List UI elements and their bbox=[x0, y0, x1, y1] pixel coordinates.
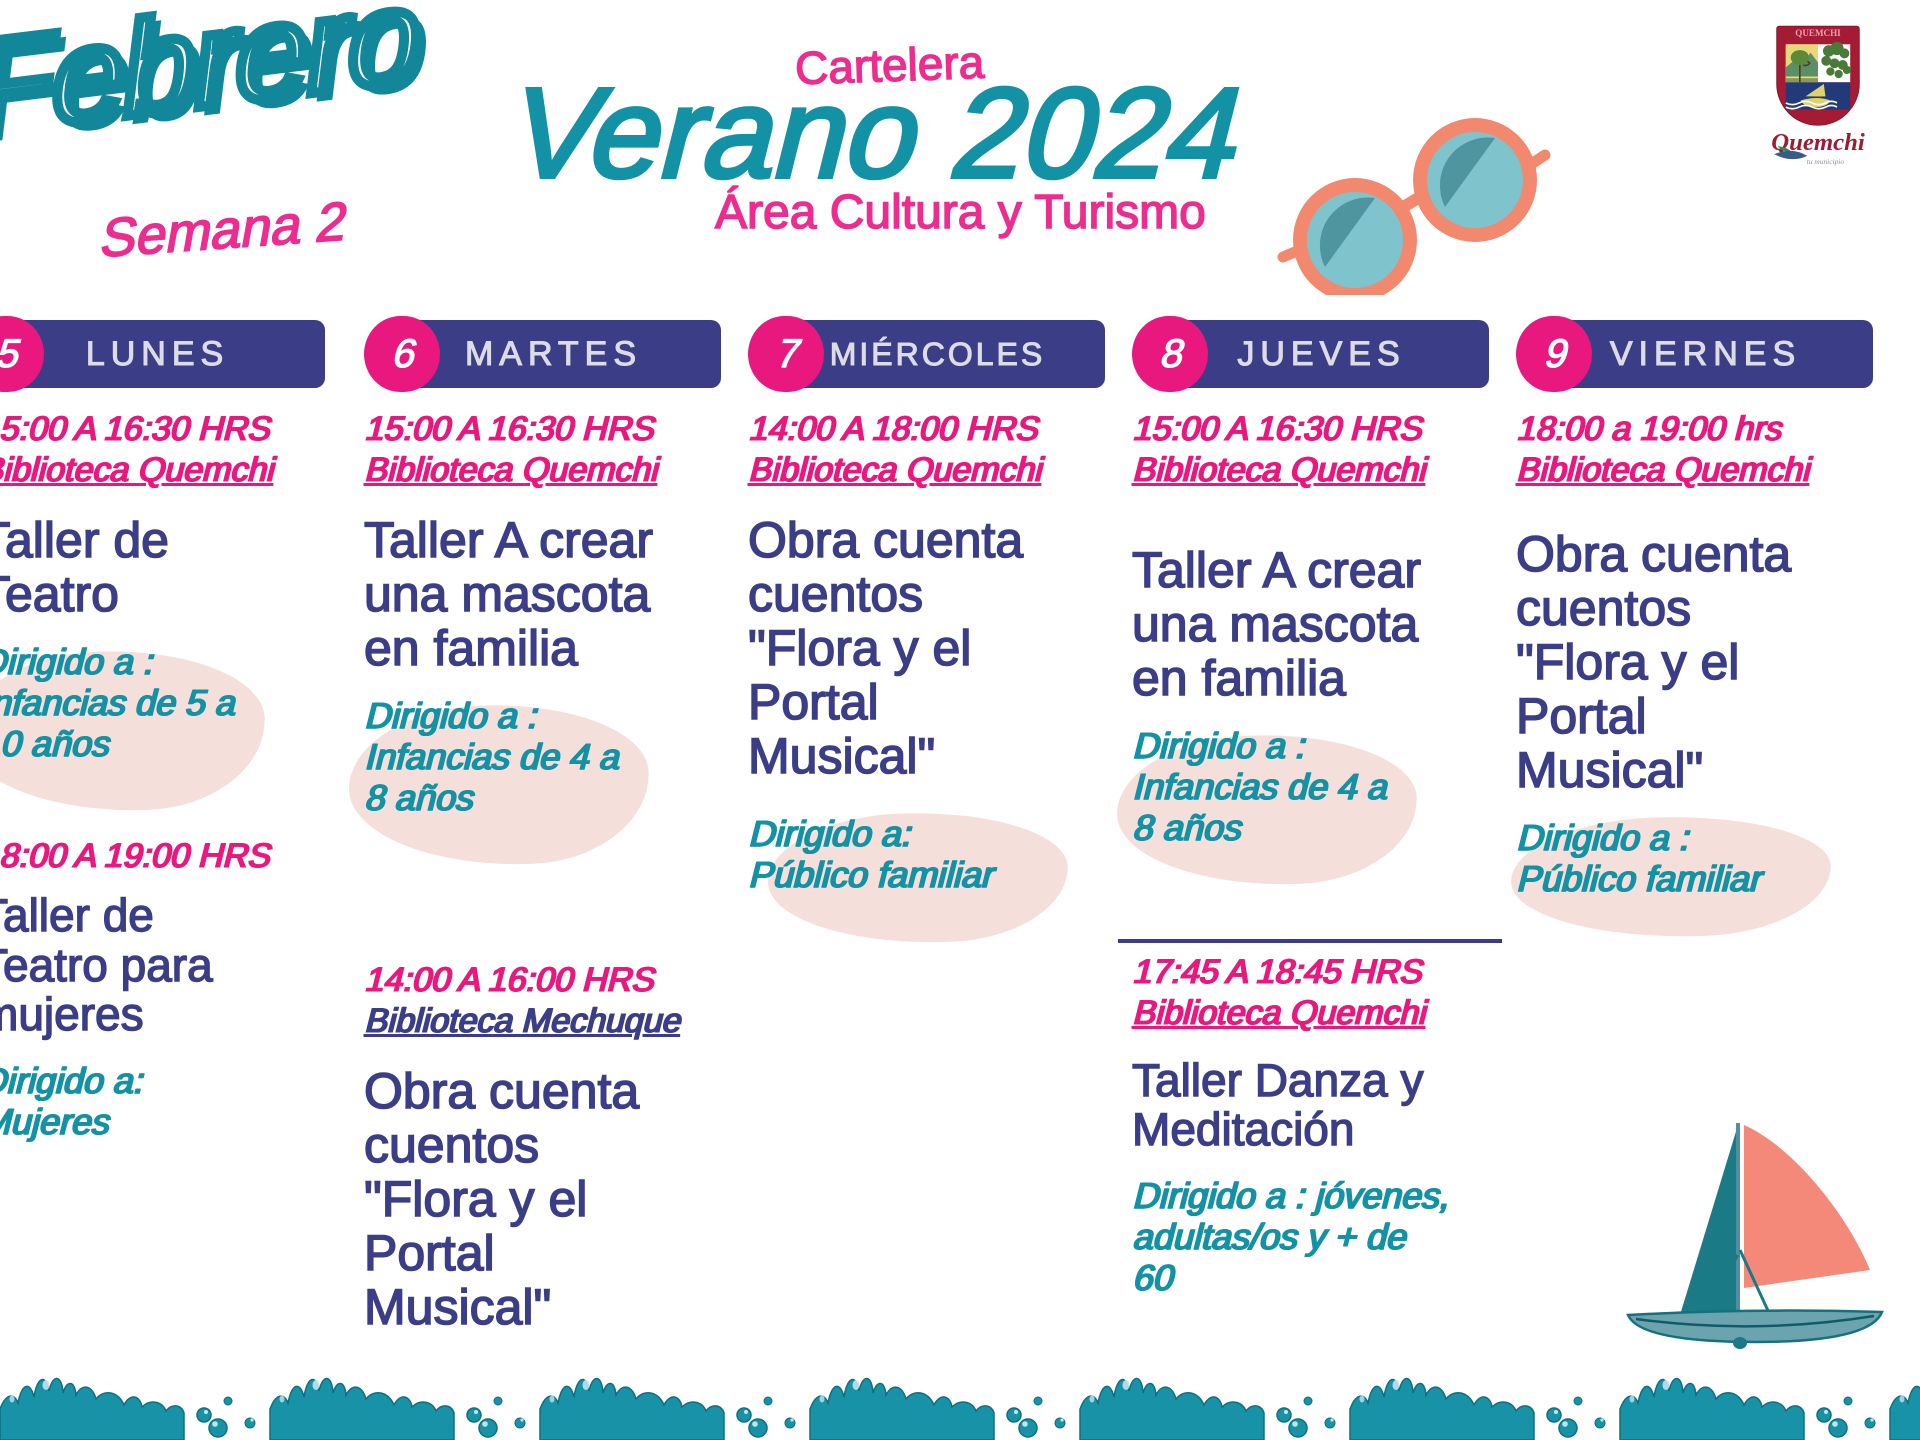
svg-text:QUEMCHI: QUEMCHI bbox=[1795, 28, 1841, 38]
svg-text:tu municipio: tu municipio bbox=[1807, 157, 1845, 166]
